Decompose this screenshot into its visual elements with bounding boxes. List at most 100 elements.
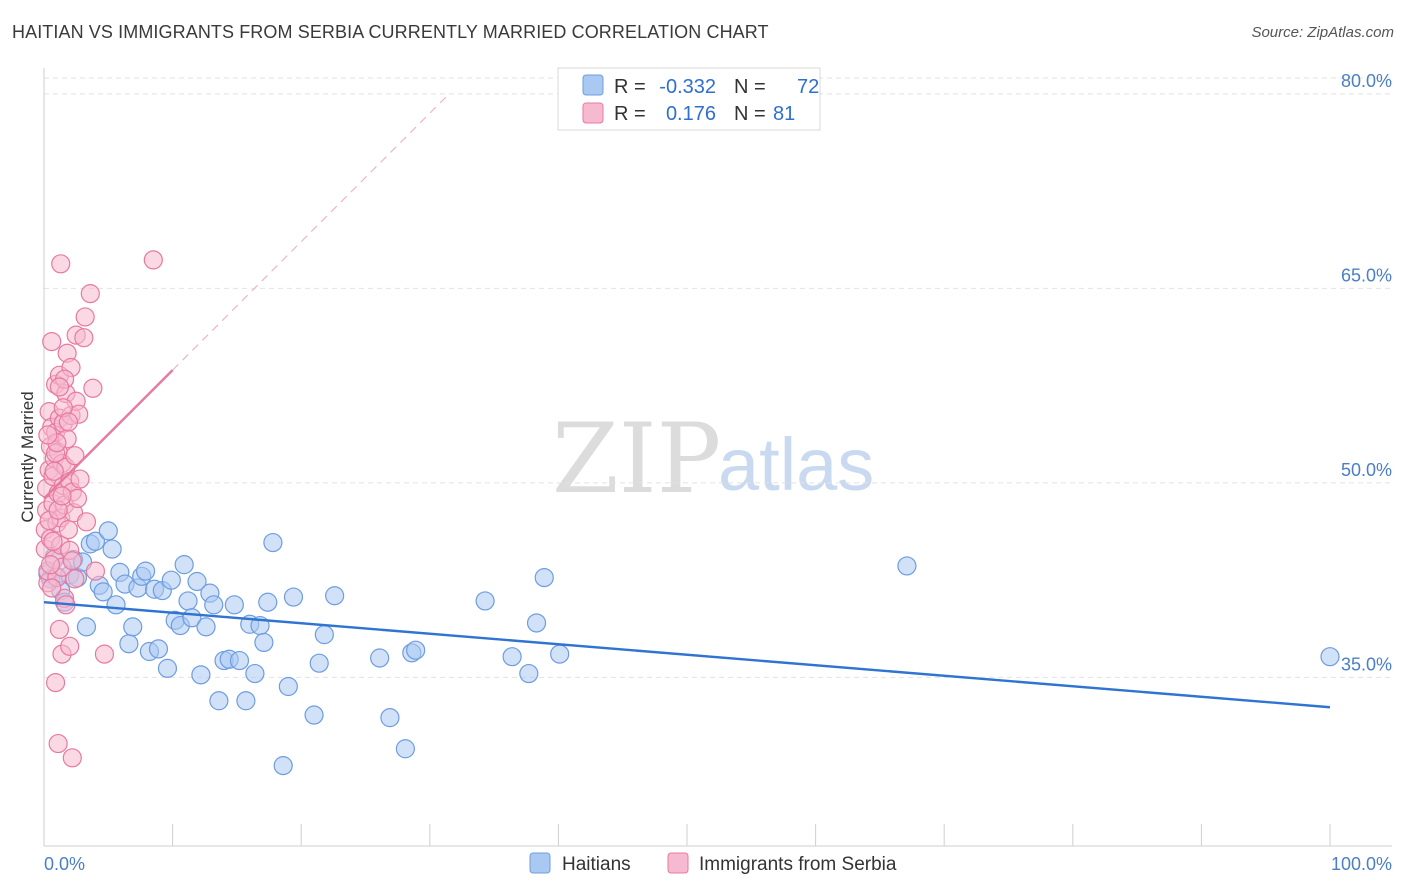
- data-point: [106, 595, 126, 615]
- watermark-zip: ZIP: [552, 403, 721, 515]
- axes: [43, 68, 1392, 847]
- data-point: [75, 307, 95, 327]
- data-point: [187, 571, 207, 592]
- data-point: [1320, 647, 1340, 667]
- data-point: [40, 555, 61, 575]
- data-point: [325, 586, 345, 606]
- data-point: [204, 595, 224, 615]
- data-point: [395, 739, 415, 759]
- data-point: [51, 254, 71, 274]
- data-point: [83, 378, 103, 398]
- data-point: [309, 653, 329, 673]
- data-point: [196, 617, 216, 637]
- chart-title: HAITIAN VS IMMIGRANTS FROM SERBIA CURREN…: [12, 22, 769, 42]
- data-point: [254, 632, 274, 653]
- data-point: [161, 570, 181, 590]
- legend-n-value-haitians: 72: [797, 76, 819, 98]
- data-point: [191, 665, 211, 685]
- data-point: [380, 708, 400, 728]
- y-tick-label: 80.0%: [1341, 71, 1392, 91]
- data-point: [519, 663, 539, 684]
- data-point: [209, 691, 229, 711]
- series-haitians-points: [38, 521, 1340, 776]
- y-tick-labels: 35.0% 50.0% 65.0% 80.0%: [1341, 71, 1392, 675]
- y-tick-label: 35.0%: [1341, 654, 1392, 674]
- legend-swatch-serbia: [582, 102, 604, 124]
- legend-bottom-label-haitians: Haitians: [562, 854, 631, 875]
- x-tick-label-max: 100.0%: [1331, 854, 1392, 874]
- data-point: [102, 539, 122, 559]
- data-point: [370, 648, 390, 668]
- legend-bottom-swatch-haitians: [529, 852, 551, 874]
- data-point: [148, 639, 169, 659]
- data-point: [304, 705, 324, 725]
- legend-bottom-label-serbia: Immigrants from Serbia: [699, 854, 897, 875]
- y-axis-label: Currently Married: [18, 391, 37, 522]
- data-point: [283, 587, 304, 607]
- x-tick-marks: [172, 824, 1331, 846]
- data-point: [236, 691, 256, 711]
- watermark: ZIP atlas: [552, 403, 874, 515]
- trend-extension-serbia: [172, 93, 450, 371]
- series-serbia-points: [35, 250, 163, 768]
- data-point: [178, 591, 198, 611]
- data-point: [70, 469, 90, 489]
- series-points: [35, 250, 1340, 776]
- data-point: [48, 733, 68, 754]
- data-point: [224, 595, 244, 615]
- data-point: [49, 377, 70, 397]
- legend-n-label-serbia: N =: [734, 103, 766, 125]
- legend-top: R = -0.332 N = 72 R = 0.176 N = 81: [557, 67, 821, 131]
- data-point: [143, 250, 163, 270]
- data-point: [135, 561, 156, 581]
- data-point: [273, 756, 293, 776]
- y-tick-label: 65.0%: [1341, 265, 1392, 285]
- data-point: [93, 582, 113, 602]
- watermark-atlas: atlas: [718, 423, 874, 506]
- data-point: [85, 561, 106, 581]
- trend-line-haitians: [43, 601, 1331, 709]
- legend-n-label-haitians: N =: [734, 76, 766, 98]
- data-point: [49, 619, 70, 640]
- data-point: [52, 486, 72, 506]
- data-point: [45, 673, 66, 693]
- data-point: [65, 569, 85, 589]
- legend-bottom: Haitians Immigrants from Serbia: [529, 852, 897, 875]
- legend-r-label-serbia: R =: [614, 103, 646, 125]
- data-point: [314, 625, 334, 645]
- data-point: [245, 663, 265, 684]
- data-point: [406, 640, 426, 660]
- data-point: [74, 328, 94, 348]
- data-point: [60, 636, 80, 656]
- x-tick-label-min: 0.0%: [44, 854, 85, 874]
- legend-bottom-swatch-serbia: [667, 852, 689, 874]
- data-point: [42, 331, 62, 352]
- data-point: [58, 412, 79, 432]
- data-point: [258, 592, 278, 612]
- data-point: [38, 425, 58, 445]
- data-point: [94, 644, 115, 664]
- data-point: [98, 521, 118, 541]
- data-point: [42, 578, 62, 598]
- data-point: [76, 512, 97, 532]
- legend-r-value-haitians: -0.332: [659, 76, 716, 98]
- data-point: [58, 520, 79, 540]
- data-point: [123, 617, 143, 637]
- grid-lines: [44, 77, 1392, 678]
- data-point: [43, 531, 63, 551]
- data-point: [502, 647, 522, 667]
- y-tick-label: 50.0%: [1341, 460, 1392, 480]
- data-point: [174, 555, 194, 575]
- data-point: [62, 748, 82, 768]
- data-point: [526, 613, 547, 633]
- data-point: [278, 676, 298, 697]
- source-label: Source: ZipAtlas.com: [1251, 24, 1394, 41]
- data-point: [534, 567, 554, 588]
- data-point: [475, 591, 495, 611]
- data-point: [80, 284, 100, 304]
- data-point: [119, 634, 139, 654]
- data-point: [85, 531, 106, 551]
- trend-line-serbia: [43, 369, 174, 500]
- legend-r-label-haitians: R =: [614, 76, 646, 98]
